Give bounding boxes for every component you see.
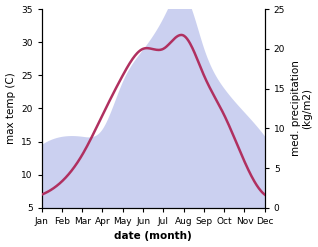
- Y-axis label: max temp (C): max temp (C): [5, 73, 16, 144]
- X-axis label: date (month): date (month): [114, 231, 192, 242]
- Y-axis label: med. precipitation
(kg/m2): med. precipitation (kg/m2): [291, 61, 313, 156]
